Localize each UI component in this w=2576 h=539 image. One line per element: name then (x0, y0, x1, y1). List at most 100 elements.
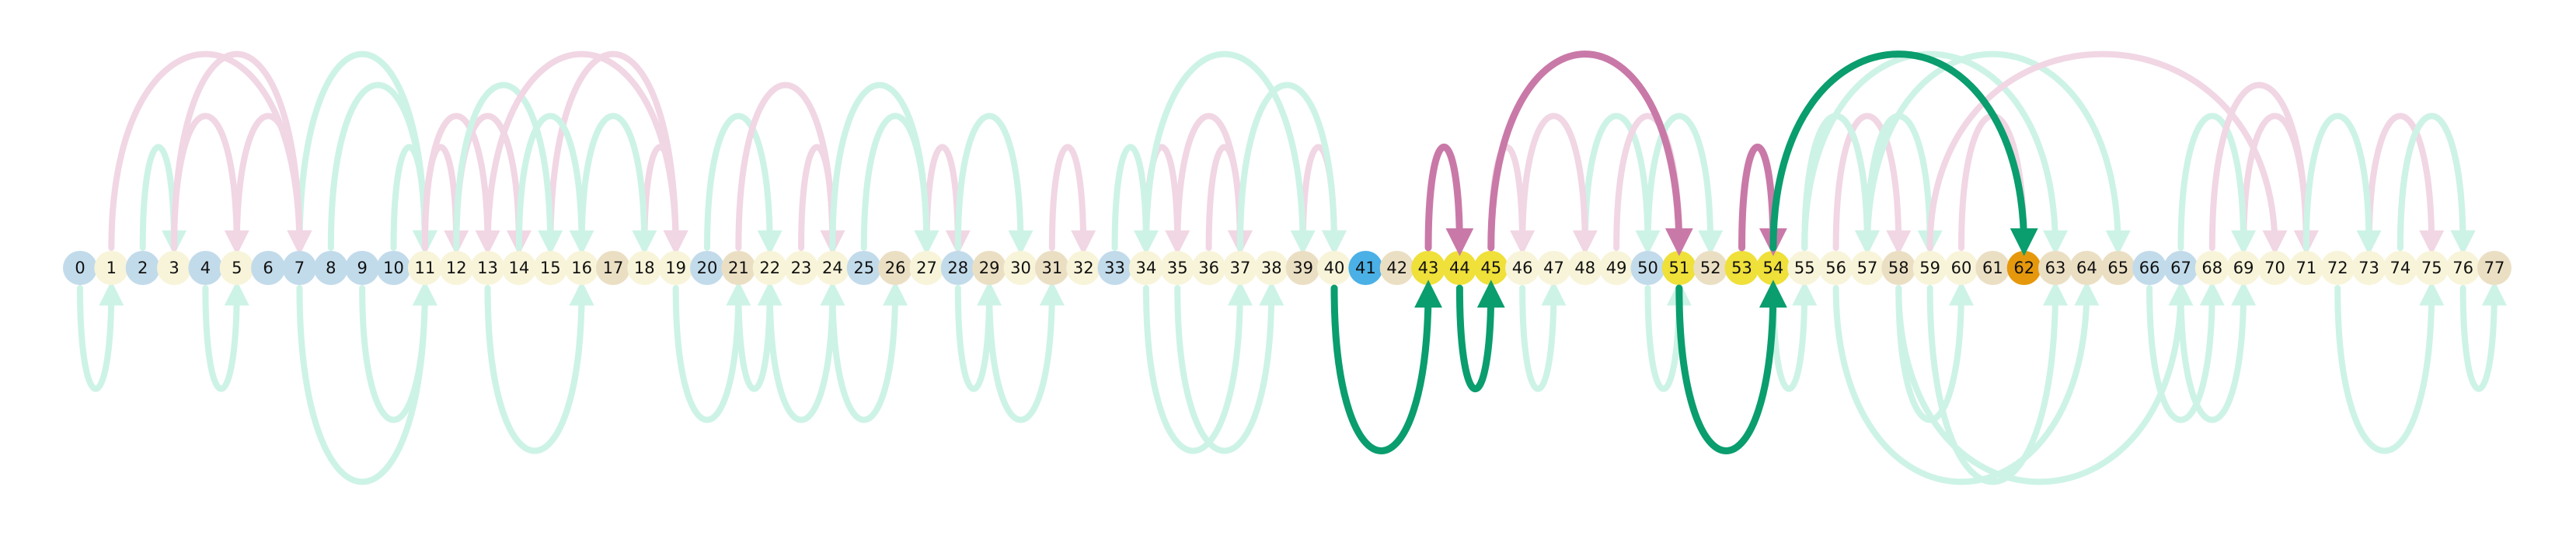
arc-71-to-73 (2302, 113, 2382, 256)
node-49: 49 (1599, 251, 1634, 285)
node-circle (940, 251, 975, 285)
arc-59-to-70 (1926, 50, 2288, 256)
node-label: 76 (2452, 259, 2473, 277)
node-53: 53 (1724, 251, 1759, 285)
node-circle (125, 251, 160, 285)
node-label: 61 (1982, 259, 2003, 277)
arc-67-to-69 (2177, 280, 2257, 423)
node-16: 16 (564, 251, 599, 285)
nodes-layer: 0 1 2 3 4 5 6 7 8 9 10 11 12 13 14 15 16 17 18 19 20 21 22 23 24… (63, 251, 2512, 285)
node-circle (1254, 251, 1289, 285)
node-label: 63 (2045, 259, 2066, 277)
node-label: 12 (446, 259, 467, 277)
node-71: 71 (2288, 251, 2323, 285)
node-circle (2100, 251, 2135, 285)
node-36: 36 (1191, 251, 1226, 285)
node-circle (1473, 251, 1508, 285)
node-30: 30 (1003, 251, 1038, 285)
node-label: 42 (1386, 259, 1407, 277)
node-12: 12 (439, 251, 474, 285)
node-label: 9 (357, 259, 367, 277)
arc-59-to-63 (1926, 280, 2069, 485)
node-label: 5 (232, 259, 242, 277)
node-label: 67 (2170, 259, 2191, 277)
node-circle (219, 251, 254, 285)
node-label: 21 (728, 259, 749, 277)
arc-66-to-68 (2146, 280, 2225, 423)
arc-27-to-28 (923, 144, 971, 256)
node-label: 71 (2295, 259, 2316, 277)
node-circle (2038, 251, 2073, 285)
node-64: 64 (2069, 251, 2104, 285)
node-circle (1630, 251, 1665, 285)
arc-74-to-76 (2396, 113, 2476, 256)
arc-56-to-58 (1832, 113, 1912, 256)
node-label: 8 (326, 259, 336, 277)
arc-40-to-43 (1330, 280, 1443, 454)
node-circle (1442, 251, 1477, 285)
node-label: 64 (2076, 259, 2097, 277)
node-label: 4 (200, 259, 211, 277)
node-circle (1912, 251, 1947, 285)
node-label: 62 (2013, 259, 2034, 277)
faint-arcs-layer (77, 50, 2507, 485)
node-label: 3 (169, 259, 179, 277)
node-label: 73 (2358, 259, 2379, 277)
arc-34-to-37 (1142, 280, 1253, 454)
node-77: 77 (2477, 251, 2512, 285)
node-label: 47 (1543, 259, 1564, 277)
node-label: 38 (1261, 259, 1282, 277)
node-18: 18 (627, 251, 662, 285)
node-label: 24 (822, 259, 843, 277)
arc-51-to-54 (1675, 280, 1787, 454)
arc-31-to-32 (1048, 144, 1096, 256)
node-label: 26 (885, 259, 906, 277)
node-7: 7 (282, 251, 317, 285)
node-label: 60 (1951, 259, 1972, 277)
node-circle (878, 251, 913, 285)
arc-21-to-22 (735, 280, 783, 392)
arc-46-to-47 (1519, 280, 1567, 392)
node-circle (2226, 251, 2261, 285)
node-circle (846, 251, 881, 285)
node-15: 15 (533, 251, 568, 285)
node-circle (533, 251, 568, 285)
node-circle (627, 251, 662, 285)
node-circle (595, 251, 630, 285)
arc-13-to-16 (484, 280, 594, 454)
node-circle (2351, 251, 2386, 285)
node-57: 57 (1849, 251, 1884, 285)
node-39: 39 (1285, 251, 1320, 285)
node-label: 2 (138, 259, 148, 277)
arc-28-to-30 (954, 113, 1034, 256)
arc-35-to-38 (1174, 280, 1285, 454)
node-47: 47 (1536, 251, 1571, 285)
node-label: 57 (1857, 259, 1878, 277)
node-label: 74 (2390, 259, 2411, 277)
node-label: 58 (1888, 259, 1909, 277)
node-circle (1505, 251, 1540, 285)
node-circle (2132, 251, 2167, 285)
node-label: 75 (2421, 259, 2442, 277)
arc-54-to-62 (1769, 50, 2038, 256)
node-circle (1787, 251, 1822, 285)
node-label: 6 (263, 259, 273, 277)
node-13: 13 (470, 251, 505, 285)
arc-73-to-75 (2365, 113, 2445, 256)
node-circle (2445, 251, 2480, 285)
node-circle (1724, 251, 1759, 285)
node-circle (1693, 251, 1728, 285)
arc-21-to-24 (735, 82, 845, 256)
node-17: 17 (595, 251, 630, 285)
node-circle (376, 251, 411, 285)
node-circle (752, 251, 787, 285)
node-45: 45 (1473, 251, 1508, 285)
node-68: 68 (2194, 251, 2229, 285)
node-circle (1536, 251, 1571, 285)
node-41: 41 (1348, 251, 1383, 285)
node-circle (690, 251, 724, 285)
arc-72-to-75 (2334, 280, 2445, 454)
node-label: 51 (1668, 259, 1689, 277)
node-label: 7 (295, 259, 305, 277)
node-0: 0 (63, 251, 97, 285)
